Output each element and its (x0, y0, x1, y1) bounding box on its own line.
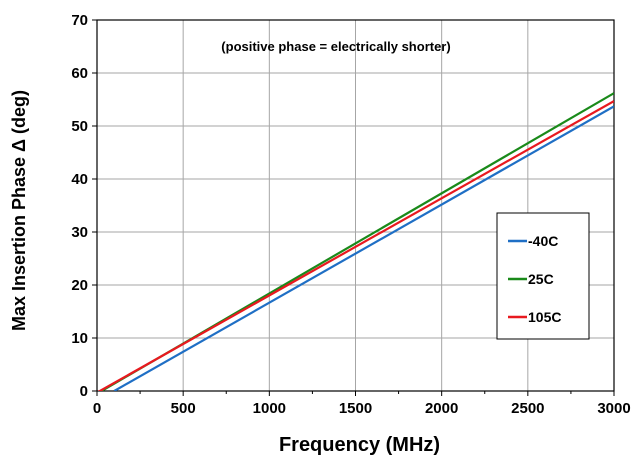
y-tick-label: 40 (71, 171, 88, 188)
x-axis-ticks: 0 500 1000 1500 2000 2500 3000 (93, 391, 631, 417)
annotation-note: (positive phase = electrically shorter) (221, 39, 450, 54)
x-tick-label: 0 (93, 400, 101, 417)
y-tick-label: 20 (71, 277, 88, 294)
y-axis-title: Max Insertion Phase Δ (deg) (9, 90, 29, 331)
series-line-40c (113, 105, 614, 391)
legend-label: -40C (528, 233, 558, 249)
x-tick-label: 3000 (597, 400, 630, 417)
x-tick-label: 1000 (253, 400, 286, 417)
x-tick-label: 500 (171, 400, 196, 417)
y-tick-label: 50 (71, 118, 88, 135)
y-tick-label: 0 (80, 383, 88, 400)
series-lines (97, 92, 614, 391)
x-tick-label: 1500 (339, 400, 372, 417)
y-axis-ticks: 0 10 20 30 40 50 60 70 (71, 12, 97, 400)
y-tick-label: 30 (71, 224, 88, 241)
x-tick-label: 2000 (425, 400, 458, 417)
legend: -40C 25C 105C (496, 212, 590, 340)
y-tick-label: 10 (71, 330, 88, 347)
x-tick-label: 2500 (511, 400, 544, 417)
x-axis-title: Frequency (MHz) (279, 434, 440, 456)
legend-label: 25C (528, 271, 554, 287)
grid (97, 20, 614, 391)
y-tick-label: 60 (71, 65, 88, 82)
legend-label: 105C (528, 309, 561, 325)
series-line-105c (97, 100, 614, 391)
y-tick-label: 70 (71, 12, 88, 29)
